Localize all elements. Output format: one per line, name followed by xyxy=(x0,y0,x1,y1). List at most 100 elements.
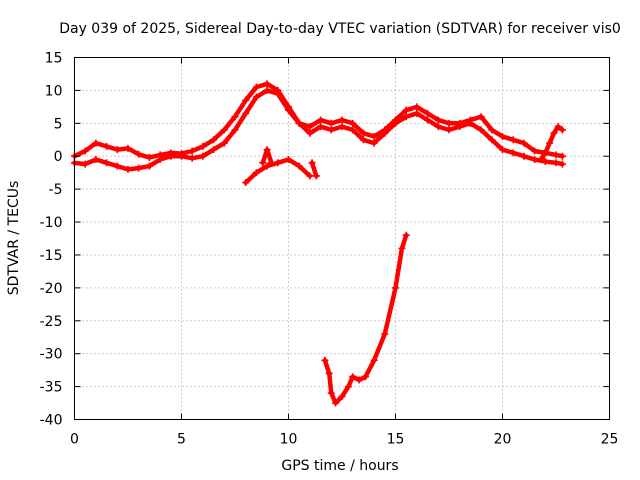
data-point xyxy=(167,152,175,160)
data-point xyxy=(92,156,100,164)
data-point xyxy=(488,136,496,144)
data-point xyxy=(81,147,89,155)
data-point xyxy=(113,162,121,170)
data-point xyxy=(332,399,340,407)
data-point xyxy=(145,162,153,170)
y-tick-label: -40 xyxy=(40,413,63,429)
data-point xyxy=(349,373,357,381)
data-point xyxy=(552,159,560,167)
y-tick-label: -15 xyxy=(40,248,63,264)
x-tick-label: 20 xyxy=(494,432,512,448)
y-tick-label: -20 xyxy=(40,281,63,297)
data-point xyxy=(392,284,399,292)
data-point xyxy=(370,139,378,147)
data-point xyxy=(344,383,352,391)
data-point xyxy=(413,109,421,117)
data-point xyxy=(434,123,442,131)
data-point xyxy=(477,113,485,121)
data-point xyxy=(274,159,282,167)
data-point xyxy=(317,116,325,124)
plot-frame xyxy=(74,57,610,420)
data-point xyxy=(488,126,496,134)
x-tick-label: 0 xyxy=(70,432,79,448)
data-point xyxy=(398,244,406,252)
data-point xyxy=(558,152,566,160)
data-point xyxy=(92,139,100,147)
y-tick-label: -35 xyxy=(40,380,63,396)
data-point xyxy=(381,330,389,338)
data-point xyxy=(210,136,218,144)
data-point xyxy=(546,139,554,147)
data-point xyxy=(188,147,196,155)
data-point xyxy=(263,146,271,154)
data-point xyxy=(306,129,314,137)
data-point xyxy=(520,139,528,147)
y-tick-label: 10 xyxy=(45,83,63,99)
data-point xyxy=(477,126,485,134)
tick-layer: 0 5 10 15 20 25 15 10 5 0 -5 -10 -15 -20 -25 -30 -35 -40 xyxy=(40,51,619,448)
data-point xyxy=(252,169,260,177)
data-point xyxy=(424,116,432,124)
x-tick-label: 5 xyxy=(177,432,186,448)
data-point xyxy=(349,126,357,134)
data-point xyxy=(381,129,389,137)
data-point xyxy=(531,147,539,155)
data-point xyxy=(349,119,357,127)
data-point xyxy=(263,86,271,94)
data-point xyxy=(306,172,314,180)
data-point xyxy=(306,123,314,131)
x-tick-label: 25 xyxy=(601,432,619,448)
data-point xyxy=(531,156,539,164)
data-point xyxy=(424,109,432,117)
data-point xyxy=(327,126,335,134)
data-point xyxy=(317,123,325,131)
data-point xyxy=(434,116,442,124)
data-point xyxy=(285,106,292,114)
y-tick-label: -10 xyxy=(40,215,63,231)
data-point xyxy=(210,146,218,154)
data-point xyxy=(362,373,370,381)
data-point xyxy=(338,116,346,124)
data-point xyxy=(231,113,239,121)
data-point xyxy=(456,123,464,131)
data-point xyxy=(359,136,367,144)
data-point xyxy=(558,126,566,134)
data-point xyxy=(325,369,333,377)
series-layer xyxy=(71,80,566,407)
data-point xyxy=(188,154,196,162)
data-point xyxy=(103,142,111,150)
data-point xyxy=(509,136,517,144)
data-point xyxy=(199,142,207,150)
y-tick-label: -5 xyxy=(49,182,63,198)
data-point xyxy=(520,152,528,160)
data-point xyxy=(338,123,346,131)
x-axis-label: GPS time / hours xyxy=(281,458,398,474)
data-point xyxy=(359,129,367,137)
data-point xyxy=(370,132,378,140)
data-point xyxy=(499,146,506,154)
data-point xyxy=(274,90,282,98)
data-point xyxy=(541,157,549,165)
y-axis-label: SDTVAR / TECUs xyxy=(6,181,22,296)
data-point xyxy=(445,126,453,134)
data-point xyxy=(252,83,260,91)
data-point xyxy=(178,152,185,160)
chart-title: Day 039 of 2025, Sidereal Day-to-day VTE… xyxy=(59,21,621,37)
data-point xyxy=(402,106,410,114)
data-point xyxy=(321,356,329,364)
data-point xyxy=(156,156,164,164)
data-point xyxy=(541,149,549,157)
data-point xyxy=(199,152,207,160)
data-point xyxy=(466,119,474,127)
data-point xyxy=(124,165,132,173)
data-point xyxy=(259,159,267,167)
data-point xyxy=(295,162,303,170)
x-tick-label: 10 xyxy=(280,432,298,448)
data-point xyxy=(295,119,303,127)
data-point xyxy=(370,356,378,364)
data-point xyxy=(413,103,421,111)
y-tick-label: 15 xyxy=(45,51,63,67)
data-point xyxy=(81,160,89,168)
data-point xyxy=(103,159,111,167)
